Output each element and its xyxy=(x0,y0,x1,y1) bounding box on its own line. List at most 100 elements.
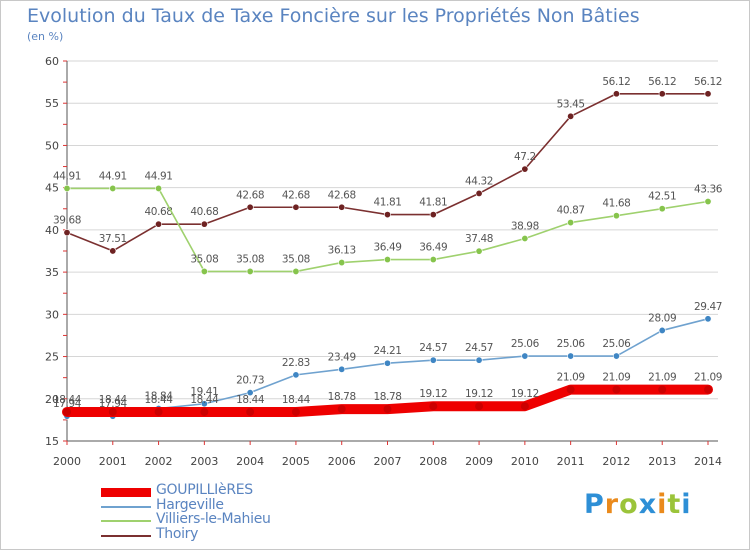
y-tick-label: 35 xyxy=(45,266,59,279)
y-tick-label: 25 xyxy=(45,351,59,364)
data-point xyxy=(658,385,667,394)
data-point xyxy=(612,385,621,394)
data-label: 29.47 xyxy=(694,301,722,313)
legend-label: Villiers-le-Mahieu xyxy=(156,511,271,527)
data-label: 36.49 xyxy=(419,242,447,254)
data-label: 20.73 xyxy=(236,375,264,387)
data-label: 25.06 xyxy=(557,338,586,350)
x-tick-label: 2000 xyxy=(53,455,81,468)
data-label: 44.32 xyxy=(465,175,493,187)
data-point xyxy=(612,352,620,360)
data-point xyxy=(383,256,391,264)
y-tick-label: 40 xyxy=(45,224,59,237)
data-label: 39.68 xyxy=(53,215,81,227)
data-point xyxy=(475,189,483,197)
logo-letter: x xyxy=(638,489,658,520)
data-point xyxy=(200,407,209,416)
data-point xyxy=(658,205,666,213)
data-point xyxy=(520,402,529,411)
data-label: 23.49 xyxy=(328,351,356,363)
legend-label: Hargeville xyxy=(156,496,224,513)
data-point xyxy=(246,203,254,211)
y-tick-label: 15 xyxy=(45,435,59,448)
legend-swatch xyxy=(101,488,151,497)
data-label: 41.68 xyxy=(602,198,630,210)
chart-title: Evolution du Taux de Taxe Foncière sur l… xyxy=(27,5,640,27)
x-tick-label: 2003 xyxy=(190,455,218,468)
data-point xyxy=(383,359,391,367)
data-label: 21.09 xyxy=(648,372,676,384)
logo-letter: i xyxy=(657,489,668,520)
data-point xyxy=(475,402,484,411)
data-point xyxy=(475,356,483,364)
data-point xyxy=(338,203,346,211)
data-point xyxy=(704,385,712,394)
data-point xyxy=(154,407,163,416)
x-tick-label: 2010 xyxy=(511,455,539,468)
data-point xyxy=(658,90,666,98)
data-label: 28.09 xyxy=(648,312,676,324)
data-label: 56.12 xyxy=(602,76,630,88)
data-point xyxy=(704,198,712,206)
data-point xyxy=(521,352,529,360)
data-point xyxy=(383,211,391,219)
data-label: 18.44 xyxy=(145,394,174,406)
proxiti-logo: Proxiti xyxy=(584,489,692,520)
data-label: 21.09 xyxy=(557,372,585,384)
data-label: 24.21 xyxy=(373,345,401,357)
legend-swatch xyxy=(101,534,151,537)
data-label: 37.48 xyxy=(465,233,493,245)
data-label: 25.06 xyxy=(602,338,631,350)
data-point xyxy=(337,405,346,414)
data-point xyxy=(338,365,346,373)
data-label: 37.51 xyxy=(99,233,127,245)
data-label: 56.12 xyxy=(694,76,722,88)
data-label: 47.2 xyxy=(514,151,536,163)
x-tick-label: 2014 xyxy=(694,455,722,468)
data-label: 40.68 xyxy=(145,206,173,218)
data-point xyxy=(658,326,666,334)
data-label: 18.78 xyxy=(328,391,356,403)
x-tick-label: 2004 xyxy=(236,455,264,468)
y-tick-label: 60 xyxy=(45,55,59,68)
y-tick-label: 55 xyxy=(45,97,59,110)
x-tick-label: 2007 xyxy=(374,455,402,468)
logo-letter: o xyxy=(619,489,639,520)
data-point xyxy=(567,112,575,120)
x-tick-label: 2005 xyxy=(282,455,310,468)
data-label: 24.57 xyxy=(419,342,447,354)
x-tick-label: 2013 xyxy=(648,455,676,468)
data-label: 41.81 xyxy=(373,197,401,209)
data-label: 43.36 xyxy=(694,184,723,196)
data-label: 44.91 xyxy=(99,170,127,182)
data-label: 53.45 xyxy=(557,98,585,110)
data-point xyxy=(291,407,300,416)
data-point xyxy=(63,184,71,192)
legend-label: Thoiry xyxy=(156,525,199,542)
data-point xyxy=(108,407,117,416)
data-label: 25.06 xyxy=(511,338,540,350)
logo-letter: i xyxy=(681,489,692,520)
data-point xyxy=(566,385,575,394)
y-tick-label: 45 xyxy=(45,182,59,195)
data-label: 38.98 xyxy=(511,221,539,233)
y-axis-unit: (en %) xyxy=(27,30,64,43)
data-point xyxy=(63,407,71,416)
data-point xyxy=(429,402,438,411)
data-point xyxy=(475,247,483,255)
data-label: 44.91 xyxy=(145,170,173,182)
data-point xyxy=(200,220,208,228)
data-point xyxy=(292,371,300,379)
x-tick-label: 2012 xyxy=(602,455,630,468)
data-point xyxy=(612,90,620,98)
data-label: 18.44 xyxy=(99,394,128,406)
data-point xyxy=(429,356,437,364)
data-point xyxy=(246,407,255,416)
data-point xyxy=(429,256,437,264)
data-label: 19.12 xyxy=(465,388,493,400)
data-point xyxy=(109,184,117,192)
data-label: 18.44 xyxy=(190,394,219,406)
legend-swatch xyxy=(101,520,151,522)
x-tick-label: 2008 xyxy=(419,455,447,468)
